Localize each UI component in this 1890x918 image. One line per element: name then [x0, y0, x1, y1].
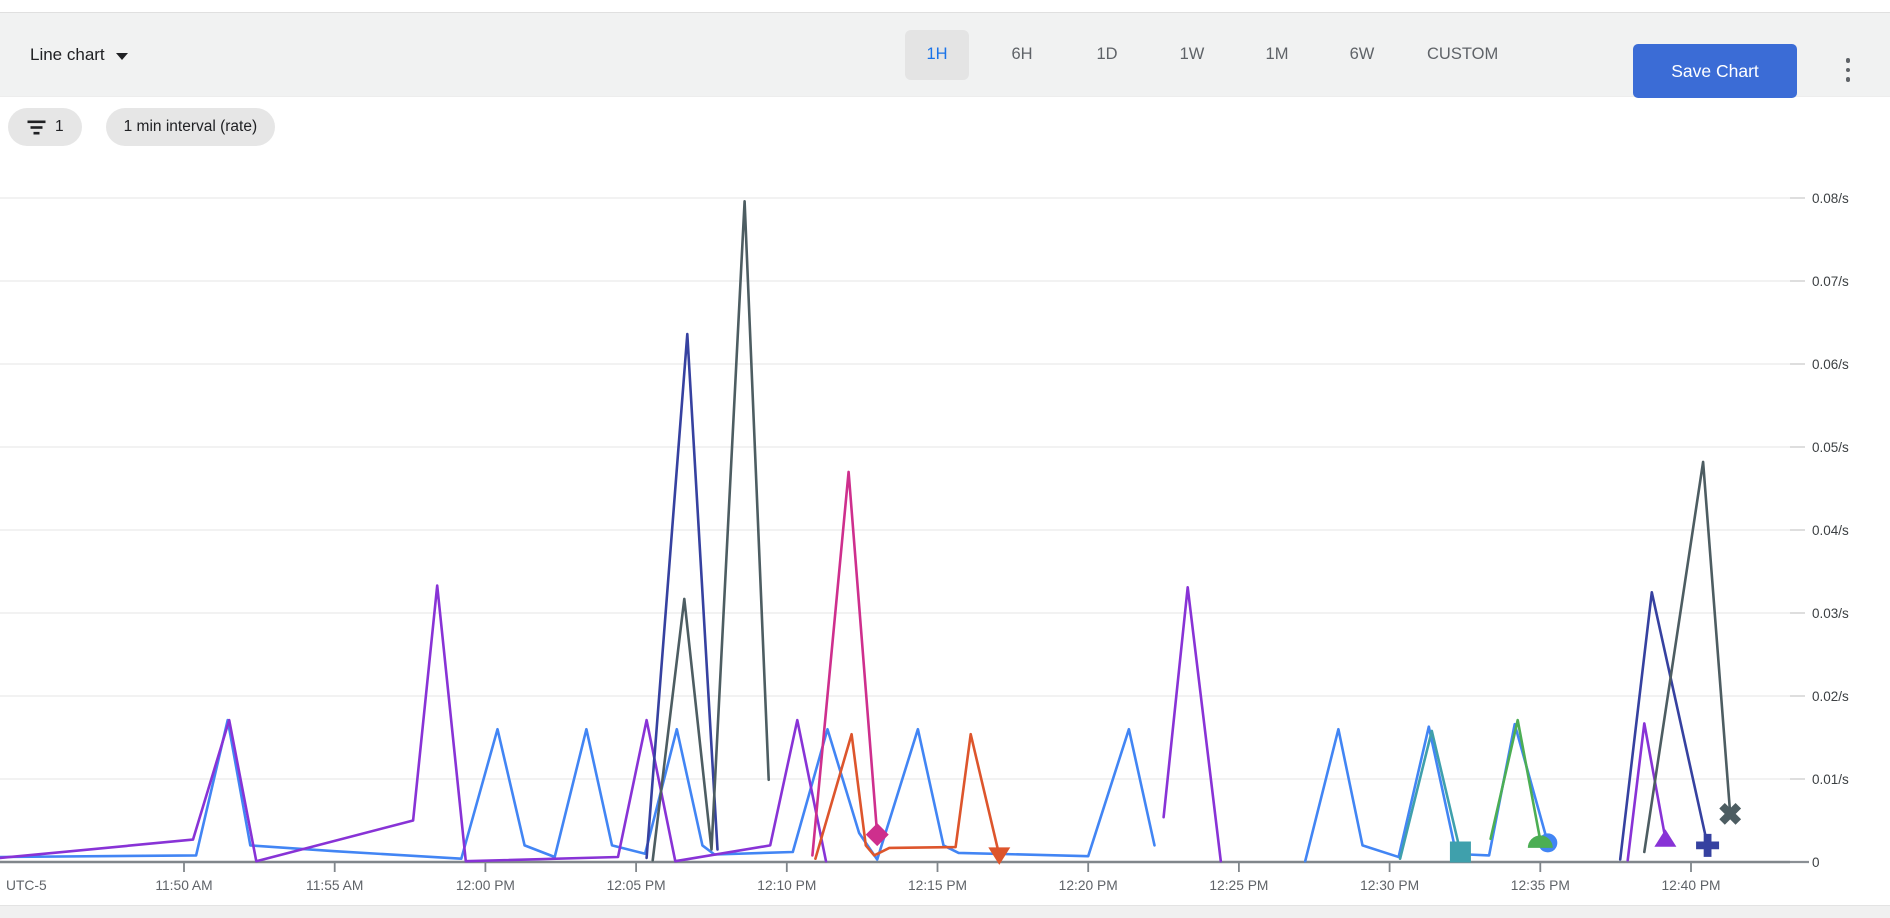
- filter-count-label: 1: [55, 118, 64, 135]
- svg-text:12:20 PM: 12:20 PM: [1059, 878, 1118, 893]
- bottom-divider: [0, 905, 1890, 918]
- svg-text:12:35 PM: 12:35 PM: [1511, 878, 1570, 893]
- svg-text:12:40 PM: 12:40 PM: [1661, 878, 1720, 893]
- time-range-group: 1H 6H 1D 1W 1M 6W CUSTOM: [905, 13, 1531, 96]
- series-green[interactable]: [1489, 718, 1553, 848]
- series-pink[interactable]: [811, 470, 889, 857]
- line-chart-plot[interactable]: 0.08/s 0.07/s 0.06/s 0.05/s 0.04/s 0.03/s 0.02…: [0, 155, 1890, 905]
- series-slate-marker[interactable]: [1714, 798, 1747, 831]
- svg-text:0.02/s: 0.02/s: [1812, 689, 1849, 704]
- series-purple-marker[interactable]: [1654, 829, 1677, 847]
- x-axis: 11:50 AM 11:55 AM 12:00 PM 12:05 PM 12:10 PM…: [0, 860, 1790, 893]
- svg-text:12:10 PM: 12:10 PM: [757, 878, 816, 893]
- time-range-1m[interactable]: 1M: [1265, 45, 1289, 63]
- filter-count-chip[interactable]: 1: [8, 108, 82, 146]
- interval-chip[interactable]: 1 min interval (rate): [105, 108, 276, 146]
- series-slate[interactable]: [651, 199, 1747, 862]
- svg-text:11:55 AM: 11:55 AM: [306, 878, 363, 893]
- time-range-1d[interactable]: 1D: [1096, 45, 1118, 63]
- kebab-menu-icon[interactable]: [1836, 47, 1860, 93]
- time-range-custom[interactable]: CUSTOM: [1427, 45, 1499, 63]
- svg-text:12:30 PM: 12:30 PM: [1360, 878, 1419, 893]
- series-purple[interactable]: [0, 584, 1677, 863]
- svg-text:0.05/s: 0.05/s: [1812, 440, 1849, 455]
- chart-toolbar: Line chart 1H 6H 1D 1W 1M 6W CUSTOM Save Chart: [0, 12, 1890, 98]
- svg-text:12:15 PM: 12:15 PM: [908, 878, 967, 893]
- svg-text:12:00 PM: 12:00 PM: [456, 878, 515, 893]
- svg-text:0.03/s: 0.03/s: [1812, 606, 1849, 621]
- svg-text:0.08/s: 0.08/s: [1812, 191, 1849, 206]
- y-axis: 0.08/s 0.07/s 0.06/s 0.05/s 0.04/s 0.03/s 0.02…: [1790, 191, 1849, 870]
- series-pink-marker[interactable]: [865, 823, 889, 847]
- svg-text:11:50 AM: 11:50 AM: [155, 878, 212, 893]
- svg-text:0: 0: [1812, 855, 1820, 870]
- save-chart-button[interactable]: Save Chart: [1633, 44, 1797, 98]
- timezone-label: UTC-5: [6, 878, 47, 893]
- chart-type-label: Line chart: [30, 44, 105, 64]
- chart-type-dropdown[interactable]: Line chart: [30, 13, 128, 96]
- svg-text:12:05 PM: 12:05 PM: [607, 878, 666, 893]
- interval-chip-label: 1 min interval (rate): [123, 118, 258, 135]
- svg-text:0.07/s: 0.07/s: [1812, 274, 1849, 289]
- series-indigo[interactable]: [645, 332, 1720, 861]
- series-orange-marker[interactable]: [988, 847, 1011, 865]
- series-teal[interactable]: [1398, 729, 1471, 863]
- svg-text:0.01/s: 0.01/s: [1812, 772, 1849, 787]
- time-range-6h[interactable]: 6H: [1011, 45, 1033, 63]
- svg-text:12:25 PM: 12:25 PM: [1209, 878, 1268, 893]
- series-green-marker[interactable]: [1527, 835, 1553, 848]
- series-teal-marker[interactable]: [1449, 841, 1471, 863]
- series-indigo-marker[interactable]: [1696, 833, 1720, 857]
- svg-text:0.06/s: 0.06/s: [1812, 357, 1849, 372]
- series-orange[interactable]: [814, 732, 1011, 865]
- svg-text:0.04/s: 0.04/s: [1812, 523, 1849, 538]
- filter-chip-row: 1 1 min interval (rate): [8, 108, 276, 146]
- time-range-1h[interactable]: 1H: [905, 29, 969, 80]
- time-range-1w[interactable]: 1W: [1179, 45, 1205, 63]
- filter-list-icon: [27, 120, 46, 134]
- gridlines: [0, 197, 1790, 780]
- time-range-6w[interactable]: 6W: [1349, 45, 1375, 63]
- chevron-down-icon: [115, 52, 128, 60]
